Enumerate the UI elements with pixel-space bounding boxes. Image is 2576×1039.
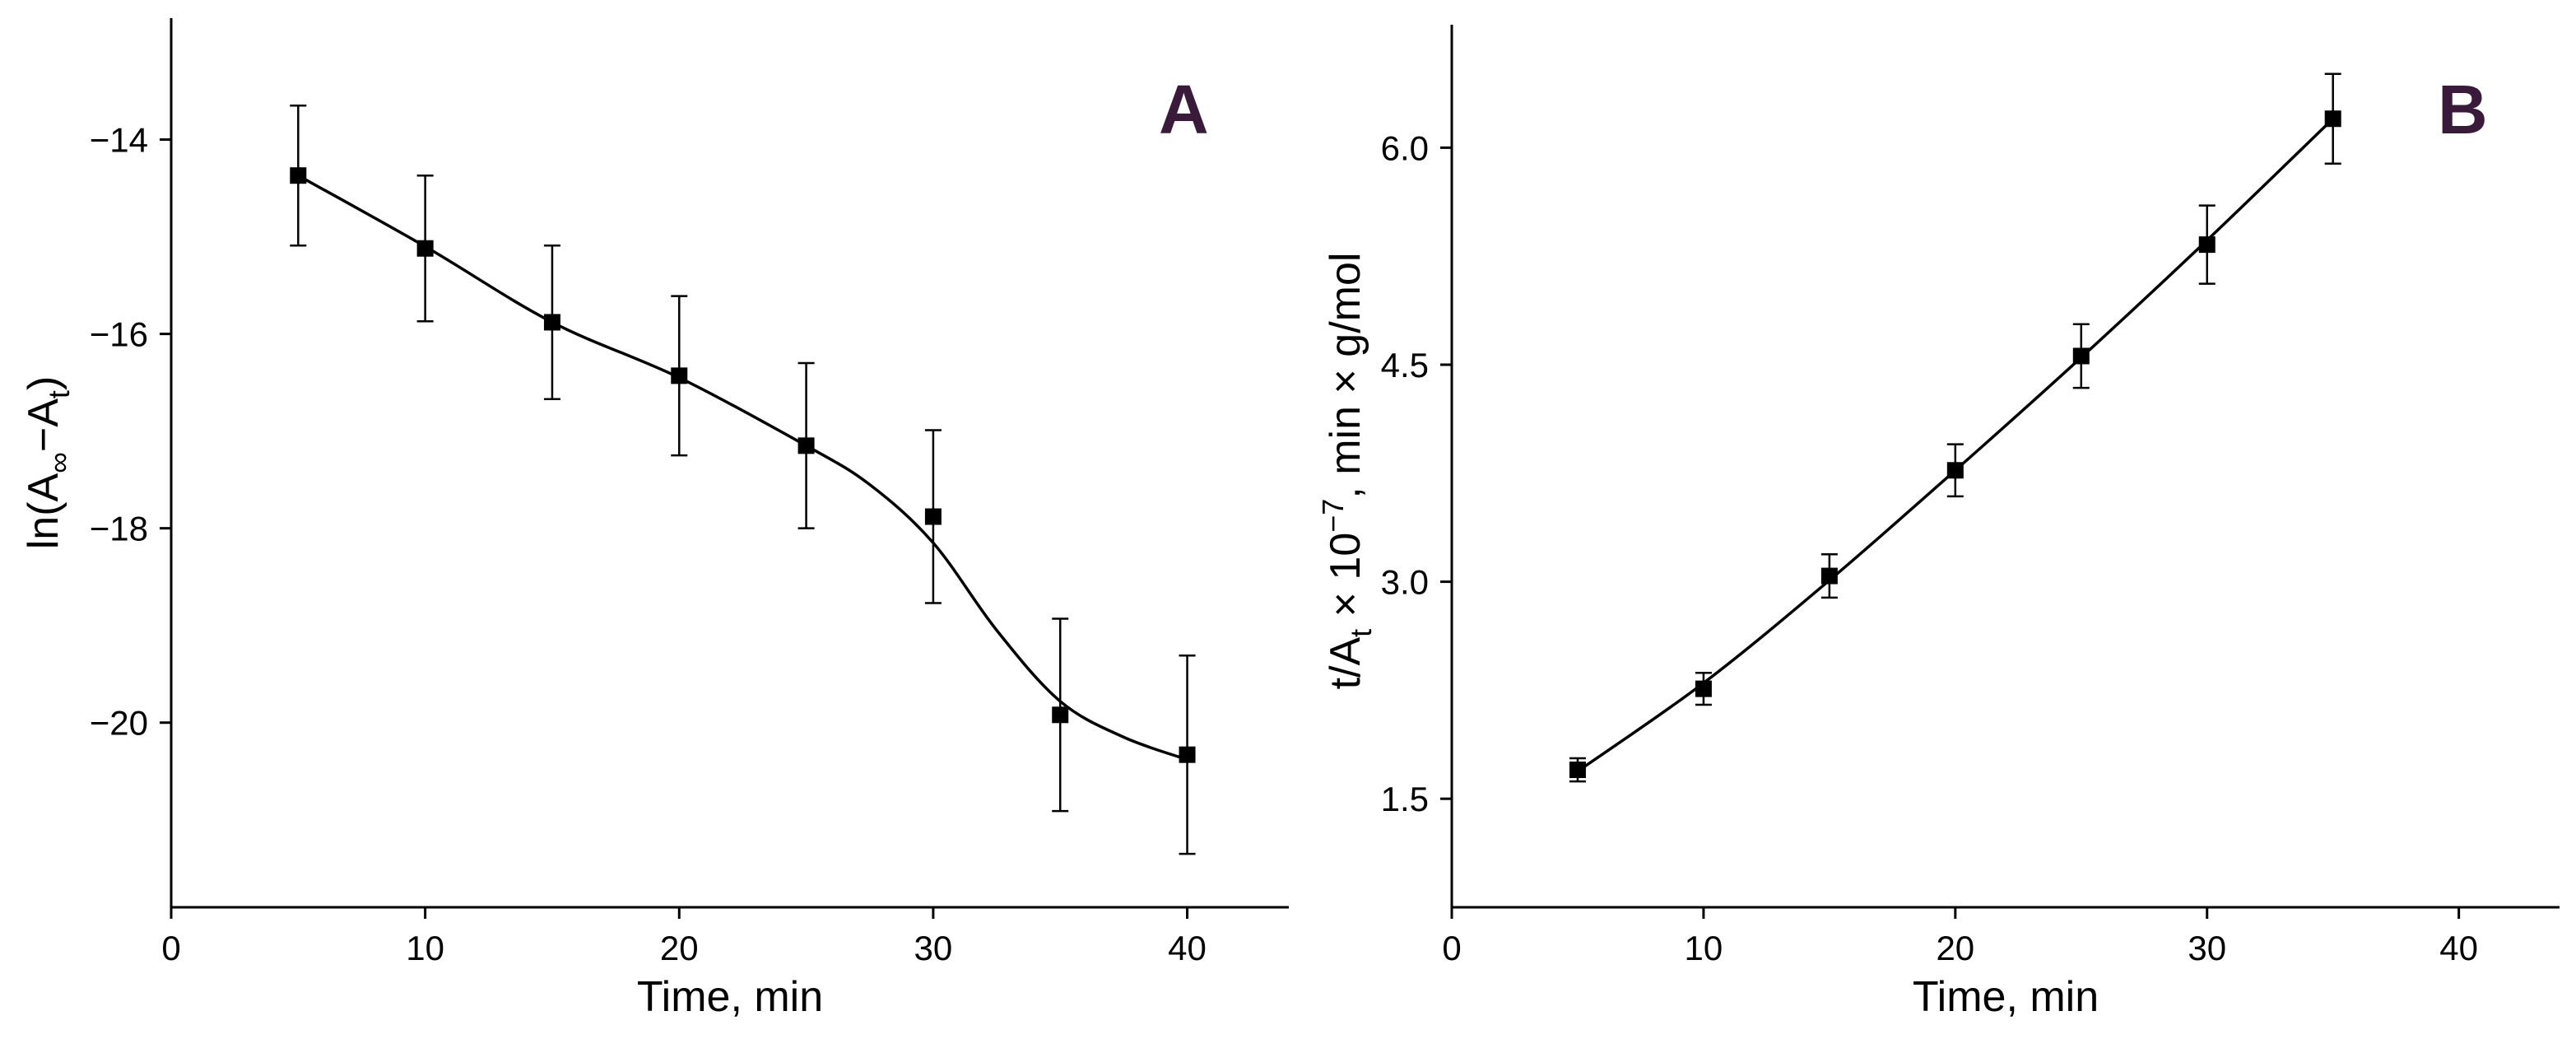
panel-b-x-tick-label: 30 (2188, 929, 2226, 967)
panel-b-y-tick-label: 4.5 (1381, 346, 1429, 384)
square-marker (1569, 762, 1586, 779)
square-marker (797, 437, 815, 454)
panel-a-data-point (290, 104, 307, 247)
panel-a-data-point (1052, 617, 1069, 813)
panel-a-x-tick-label: 0 (161, 929, 180, 967)
panel-b-ylabel-post: , min × g/mol (1322, 253, 1369, 499)
panel-a-ylabel-mid: −A (20, 398, 67, 452)
panel-a-ylabel-post: ) (20, 376, 67, 390)
panel-b-data-point (2324, 72, 2341, 165)
square-marker (924, 508, 942, 525)
panel-a-x-axis-title: Time, min (637, 973, 823, 1021)
panel-b-y-axis-title: t/At × 10−7, min × g/mol (1316, 253, 1378, 690)
panel-b-ylabel-sup: −7 (1316, 499, 1350, 533)
panel-a-x-tick-label: 20 (660, 929, 699, 967)
panel-b-y-tick-label: 1.5 (1381, 780, 1429, 818)
panel-a-y-tick-label: −14 (90, 121, 148, 160)
panel-b-ylabel-sub1: t (1344, 629, 1378, 637)
square-marker (290, 167, 307, 184)
panel-a-ticks: 0 10 20 30 40 −14 −16 −18 −20 (90, 121, 1207, 967)
panel-a-ylabel-sub1: ∞ (42, 452, 76, 473)
panel-a-letter: A (1159, 71, 1209, 148)
panel-a-data-point (924, 429, 942, 604)
panel-a-fit-curve (297, 174, 1188, 762)
panel-a-y-tick-label: −16 (90, 315, 148, 354)
panel-b-x-tick-label: 10 (1685, 929, 1723, 967)
panel-b-ticks: 0 10 20 30 40 1.5 3.0 4.5 6.0 (1381, 128, 2478, 967)
panel-b-ylabel-pre: t/A (1322, 637, 1369, 690)
square-marker (1946, 462, 1964, 479)
square-marker (2324, 110, 2341, 128)
panel-a: 0 10 20 30 40 −14 −16 −18 −20 A Time, min ln(A∞−… (20, 18, 1289, 1021)
panel-a-ylabel-pre: ln(A (20, 473, 67, 549)
panel-b-data-point (1820, 552, 1838, 599)
panel-b-data-point (2198, 204, 2216, 285)
panel-a-x-tick-label: 30 (914, 929, 953, 967)
panel-a-ylabel-sub2: t (42, 390, 76, 398)
panel-b-ylabel-mid: × 10 (1322, 533, 1369, 629)
panel-a-points (290, 104, 1196, 855)
panel-a-y-tick-label: −20 (90, 704, 148, 743)
panel-a-data-point (797, 361, 815, 529)
square-marker (1695, 680, 1712, 697)
panel-a-x-tick-label: 40 (1168, 929, 1207, 967)
panel-b-y-tick-label: 6.0 (1381, 128, 1429, 167)
panel-b-data-point (2072, 323, 2090, 389)
panel-b-data-point (1569, 757, 1586, 783)
panel-a-y-tick-label: −18 (90, 510, 148, 548)
panel-b-y-tick-label: 3.0 (1381, 563, 1429, 602)
square-marker (2198, 236, 2216, 254)
square-marker (1052, 706, 1069, 724)
panel-a-data-point (1179, 655, 1196, 855)
panel-a-x-tick-label: 10 (406, 929, 444, 967)
square-marker (1179, 746, 1196, 763)
square-marker (1820, 567, 1838, 585)
panel-b-x-tick-label: 20 (1936, 929, 1974, 967)
panel-b-points (1569, 72, 2341, 783)
panel-b: 0 10 20 30 40 1.5 3.0 4.5 6.0 B Time, min t/At ×… (1316, 25, 2560, 1021)
panel-b-x-axis-title: Time, min (1913, 973, 2099, 1021)
square-marker (543, 314, 560, 331)
panel-b-x-tick-label: 0 (1442, 929, 1461, 967)
panel-b-data-point (1946, 443, 1964, 498)
panel-b-data-point (1695, 672, 1712, 706)
panel-b-letter: B (2438, 71, 2488, 148)
square-marker (2072, 347, 2090, 365)
panel-a-curve-layer (297, 174, 1188, 762)
panel-a-data-point (543, 244, 560, 400)
panel-b-x-tick-label: 40 (2439, 929, 2478, 967)
panel-a-data-point (416, 174, 434, 323)
panel-a-y-axis-title: ln(A∞−At) (20, 376, 76, 550)
panel-a-data-point (671, 295, 688, 457)
square-marker (416, 240, 434, 257)
square-marker (671, 367, 688, 384)
